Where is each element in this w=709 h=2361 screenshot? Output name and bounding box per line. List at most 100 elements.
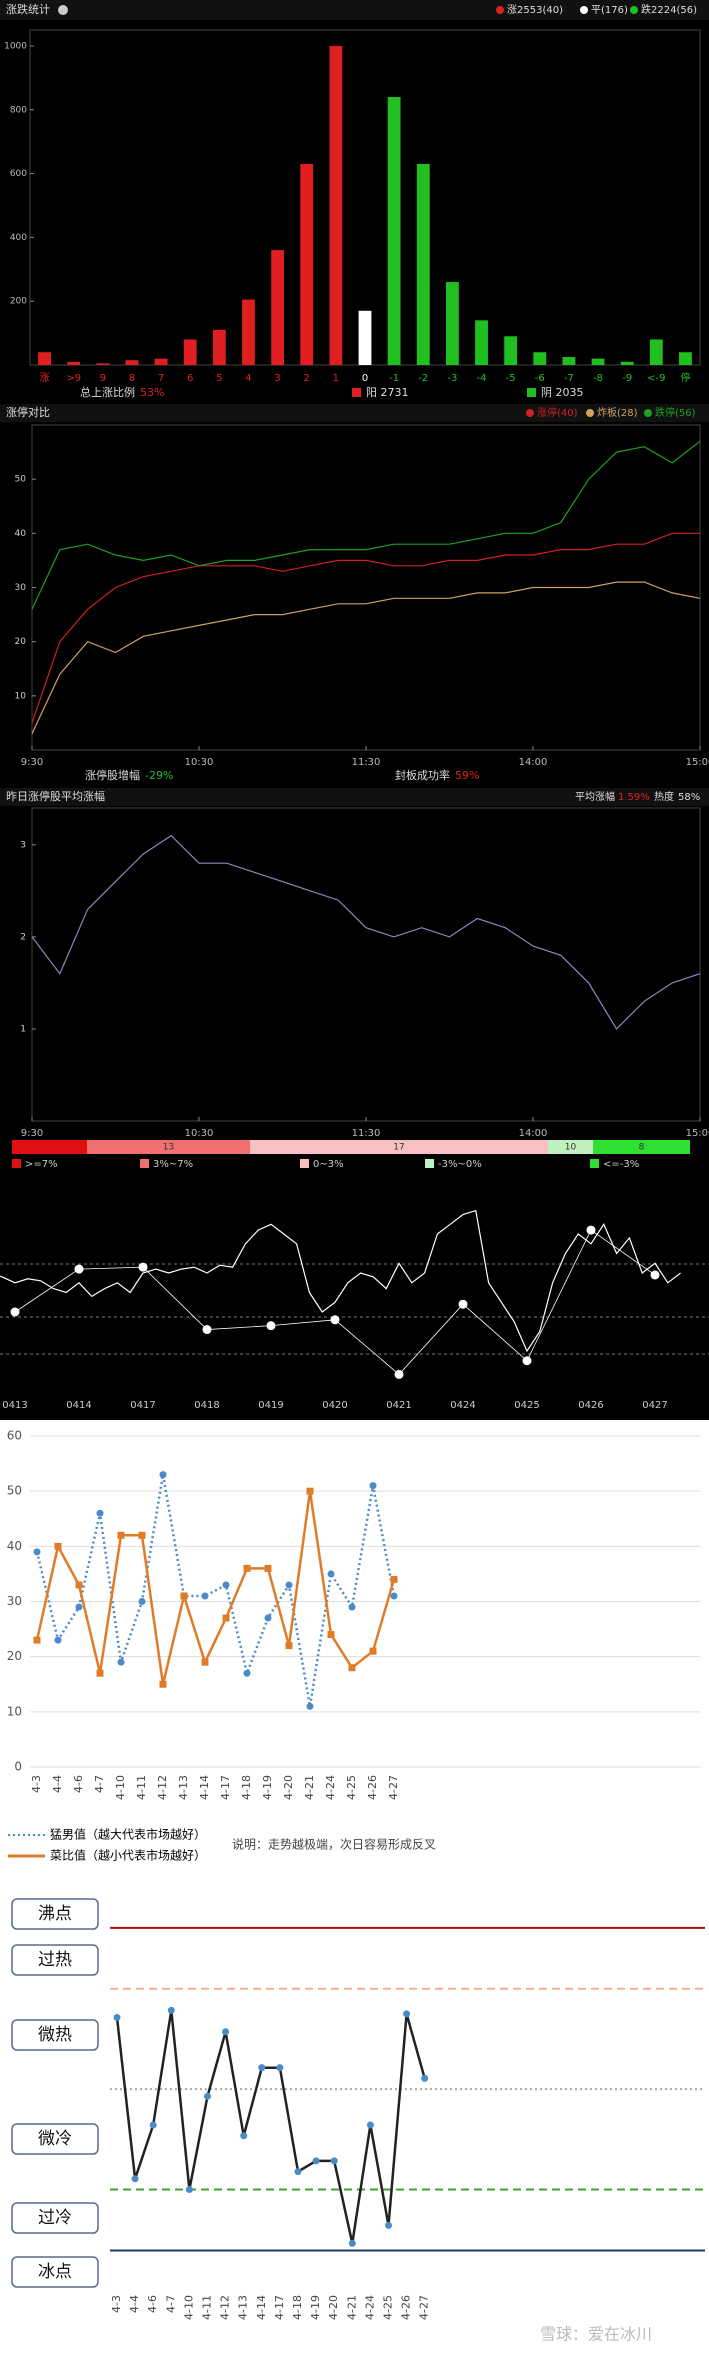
x-tick-label: 0420	[322, 1400, 347, 1411]
y-tick-label: 40	[7, 1539, 22, 1553]
info-icon	[58, 5, 68, 15]
x-tick-label: 10:30	[185, 757, 214, 768]
marker	[131, 2175, 139, 2183]
x-tick-label: 4-11	[201, 2295, 214, 2320]
marker	[327, 1631, 335, 1639]
x-tick-label: 4-26	[366, 1775, 379, 1800]
x-tick-label: 4-3	[110, 2295, 123, 2313]
bar	[591, 358, 605, 365]
marker	[285, 1642, 293, 1650]
marker	[201, 1592, 209, 1600]
marker	[243, 1564, 251, 1572]
dot	[586, 1225, 596, 1235]
bar	[416, 164, 430, 365]
x-tick-label: 4-26	[400, 2295, 413, 2320]
x-tick-label: 0	[362, 373, 368, 384]
marker	[306, 1702, 314, 1710]
x-tick-label: 2	[304, 373, 310, 384]
y-tick-label: 1	[20, 1024, 26, 1034]
marker	[201, 1658, 209, 1666]
marker	[258, 2064, 266, 2072]
bar	[562, 357, 576, 365]
header	[0, 788, 709, 806]
marker	[264, 1614, 272, 1622]
distribution-segment	[593, 1140, 690, 1154]
x-tick-label: 4-10	[182, 2295, 195, 2320]
chart-title: 涨停对比	[6, 405, 50, 419]
x-tick-label: 4-4	[128, 2295, 141, 2313]
marker	[167, 2006, 175, 2014]
marker	[138, 1531, 146, 1539]
x-tick-label: 5	[216, 373, 222, 384]
dot	[266, 1321, 276, 1331]
series-line	[31, 834, 701, 1030]
y-tick-label: 40	[15, 529, 27, 539]
x-tick-label: 0418	[194, 1400, 219, 1411]
x-tick-label: 4-7	[164, 2295, 177, 2313]
legend-swatch	[12, 1159, 21, 1168]
marker	[348, 1664, 356, 1672]
x-tick-label: 4-13	[237, 2295, 250, 2320]
y-tick-label: 10	[7, 1704, 22, 1718]
level-box	[11, 2019, 99, 2051]
x-tick-label: 涨	[40, 372, 50, 384]
x-tick-label: 15:00	[686, 1128, 709, 1139]
y-tick-label: 20	[7, 1649, 22, 1663]
x-tick-label: 0417	[130, 1400, 155, 1411]
bar	[445, 282, 459, 365]
x-tick-label: 11:30	[352, 757, 381, 768]
legend-label: -3%~0%	[438, 1159, 482, 1170]
y-tick-label: 0	[14, 1760, 22, 1774]
legend-dot	[644, 409, 652, 417]
x-tick-label: >9	[66, 373, 81, 384]
x-tick-label: -7	[564, 373, 574, 384]
summary-value: 53%	[140, 386, 164, 399]
marker	[276, 2064, 284, 2072]
legend-swatch	[425, 1159, 434, 1168]
x-tick-label: 3	[274, 373, 280, 384]
header	[0, 404, 709, 422]
dot	[202, 1325, 212, 1335]
legend-dot	[526, 409, 534, 417]
x-tick-label: 4-25	[345, 1775, 358, 1800]
x-tick-label: 4-24	[324, 1775, 337, 1800]
marker	[75, 1581, 83, 1589]
x-tick-label: 4-12	[156, 1775, 169, 1800]
x-tick-label: 4-3	[30, 1775, 43, 1793]
x-tick-label: 10:30	[185, 1128, 214, 1139]
marker	[117, 1531, 125, 1539]
x-tick-label: -8	[593, 373, 603, 384]
legend-label: 跌停(56)	[655, 406, 696, 419]
marker	[327, 1570, 335, 1578]
legend-swatch	[140, 1159, 149, 1168]
series-line	[35, 1491, 396, 1685]
marker	[348, 1603, 356, 1611]
legend-label: 平(176)	[591, 5, 628, 16]
dot	[10, 1307, 20, 1317]
y-tick-label: 1000	[4, 41, 27, 51]
series-line	[31, 440, 701, 610]
x-tick-label: 0424	[450, 1400, 475, 1411]
x-tick-label: 7	[158, 373, 164, 384]
x-tick-label: 4-7	[93, 1775, 106, 1793]
level-box	[11, 2123, 99, 2155]
series-line	[31, 532, 700, 724]
stat-value: 1.59%	[618, 792, 650, 803]
marker	[138, 1598, 146, 1605]
series-line	[115, 2010, 426, 2244]
x-tick-label: -1	[389, 373, 399, 384]
distribution-segment	[548, 1140, 593, 1154]
marker	[54, 1636, 62, 1644]
stat-value: 58%	[678, 792, 700, 803]
y-tick-label: 30	[7, 1594, 22, 1608]
x-tick-label: 4-12	[219, 2295, 232, 2320]
marker	[149, 2121, 157, 2129]
distribution-count: 8	[639, 1143, 645, 1153]
note-value: -29%	[145, 769, 173, 782]
bar	[212, 329, 226, 365]
bar	[67, 361, 81, 365]
stat-label: 热度	[654, 790, 674, 803]
level-label: 冰点	[38, 2262, 72, 2282]
marker	[33, 1548, 41, 1556]
distribution-count: 13	[163, 1143, 174, 1153]
